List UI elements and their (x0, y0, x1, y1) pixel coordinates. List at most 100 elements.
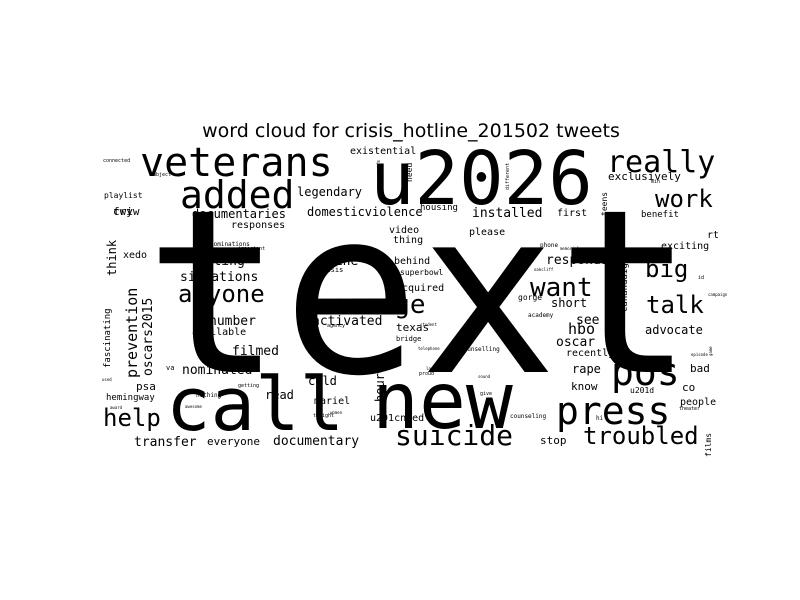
word-mariel: mariel (314, 396, 350, 407)
word-exclusively: exclusively (608, 170, 681, 183)
word-phone: phone (540, 242, 558, 249)
word-legendary: legendary (297, 185, 362, 199)
word-help: help (103, 404, 161, 432)
word-gorge: gorge (518, 293, 542, 302)
word-documentary: documentary (273, 434, 359, 449)
word-game: game (708, 346, 713, 356)
word-bad: bad (690, 362, 710, 375)
word-talk: talk (646, 291, 704, 319)
word-id: id (698, 275, 704, 281)
word-thing: thing (393, 235, 423, 246)
word-u201d: u201d (630, 386, 654, 395)
word-people: people (680, 397, 716, 408)
word-want: want (530, 273, 593, 303)
chart-title: word cloud for crisis_hotline_201502 twe… (202, 120, 620, 142)
word-memorial: memorial (560, 246, 580, 251)
word-texas: texas (396, 321, 429, 334)
word-canandaigua: canandaigua (620, 252, 630, 312)
word-u2026: u2026 (370, 136, 593, 222)
word-available: available (192, 327, 246, 338)
word-everyone: everyone (207, 435, 260, 448)
word-fwiw: fwiw (113, 205, 140, 218)
word-stop: stop (540, 434, 567, 447)
word-domesticviolence: domesticviolence (307, 205, 423, 219)
word-short: short (551, 296, 587, 310)
word-please: please (469, 227, 505, 238)
word-recently: recently (566, 348, 614, 359)
word-cry: cry (113, 205, 133, 218)
word-important: important (238, 246, 265, 252)
word-hi: hi (596, 415, 604, 422)
word-episode: episode (691, 352, 708, 357)
word-know: know (571, 380, 598, 393)
word-proud: proud (419, 371, 434, 377)
word-responses: responses (231, 220, 285, 231)
word-nothing: nothing (196, 392, 222, 399)
word-call: call (166, 362, 344, 448)
word-added: added (180, 173, 294, 217)
word-first: first (557, 208, 587, 219)
word-work: work (655, 185, 713, 213)
word-rt: rt (707, 230, 719, 241)
word-superbowl: superbowl (400, 268, 444, 277)
word-give: give (480, 391, 492, 397)
word-sound: sound (478, 374, 491, 379)
word-getting: getting (238, 383, 259, 389)
word-films: films (704, 433, 713, 457)
word-anyone: anyone (178, 280, 265, 308)
word-filmed: filmed (232, 344, 279, 359)
word-new: new (372, 357, 513, 447)
word-line: line (327, 254, 358, 269)
word-tonight: tonight (313, 413, 334, 419)
word-number: number (209, 314, 256, 329)
word-installed: installed (472, 206, 542, 221)
word-situations: situations (180, 270, 258, 285)
word-hour: hour (373, 373, 387, 402)
word-u201cneed: u201cneed (370, 413, 424, 424)
word-message: message (316, 290, 426, 320)
word-see: see (576, 313, 600, 328)
word-used: used (102, 377, 112, 382)
word-existential: existential (350, 146, 416, 157)
word-crisis: crisis (318, 266, 343, 274)
word-cold: cold (308, 374, 337, 388)
word-theater: theater (679, 406, 700, 412)
word-different: different (505, 163, 511, 190)
word-min: min (651, 179, 660, 185)
word-bridge: bridge (396, 335, 421, 343)
word-oakcliff: oakcliff (534, 267, 554, 272)
word-nominations: nominations (210, 241, 250, 248)
word-fascinating: fascinating (103, 308, 113, 368)
word-counseling: counseling (510, 413, 547, 420)
word-agency: agency (327, 323, 345, 329)
word-women: women (330, 410, 343, 415)
word-subject: subject (150, 172, 171, 178)
word-xedo: xedo (123, 250, 147, 261)
word-need: need (405, 163, 414, 182)
word-read: read (265, 388, 294, 402)
word-housing: housing (420, 203, 458, 213)
word-hbo: hbo (568, 320, 595, 338)
word-award: award (110, 405, 123, 410)
word-oscars2015: oscars2015 (141, 298, 156, 376)
word-exciting: exciting (661, 241, 709, 252)
word-counselling: counselling (460, 346, 500, 353)
word-texting: texting (190, 254, 245, 269)
word-oscar: oscar (556, 335, 595, 350)
word-advocate: advocate (645, 323, 703, 337)
word-really: really (607, 145, 715, 180)
word-documentaries: documentaries (192, 207, 286, 221)
word-academy: academy (528, 312, 554, 319)
word-pos: pos (611, 350, 680, 394)
word-rape: rape (572, 362, 601, 376)
word-big: big (645, 255, 688, 283)
word-transfer: transfer (134, 435, 197, 450)
word-video: video (389, 225, 419, 236)
word-activated: activated (312, 314, 382, 329)
word-lawson: lawson (426, 366, 441, 371)
word-student: student (420, 322, 437, 327)
word-acquired: acquired (396, 283, 444, 294)
word-psa: psa (136, 380, 156, 393)
